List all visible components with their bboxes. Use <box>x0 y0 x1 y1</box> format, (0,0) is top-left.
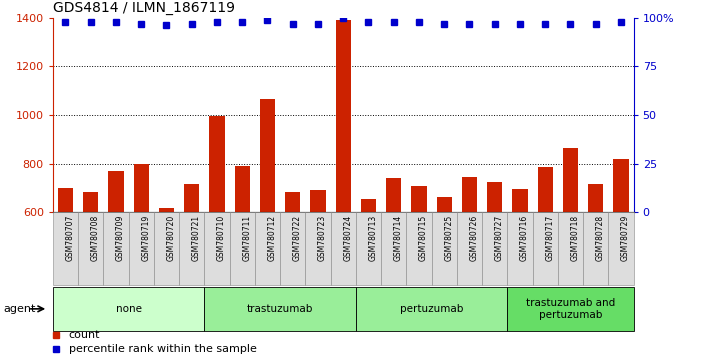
FancyBboxPatch shape <box>53 287 204 331</box>
Bar <box>462 177 477 212</box>
Text: GSM780709: GSM780709 <box>116 215 125 261</box>
FancyBboxPatch shape <box>356 287 508 331</box>
Text: GSM780723: GSM780723 <box>318 215 327 261</box>
Text: GSM780712: GSM780712 <box>268 215 277 261</box>
Text: GSM780728: GSM780728 <box>596 215 605 261</box>
Text: pertuzumab: pertuzumab <box>400 304 463 314</box>
FancyBboxPatch shape <box>406 212 432 285</box>
Text: GSM780724: GSM780724 <box>344 215 352 261</box>
Text: GSM780729: GSM780729 <box>621 215 630 261</box>
Bar <box>436 196 452 212</box>
FancyBboxPatch shape <box>558 212 583 285</box>
FancyBboxPatch shape <box>583 212 608 285</box>
FancyBboxPatch shape <box>153 212 179 285</box>
Text: GSM780721: GSM780721 <box>191 215 201 261</box>
Text: agent: agent <box>4 304 36 314</box>
Bar <box>234 166 250 212</box>
Text: GSM780719: GSM780719 <box>142 215 150 261</box>
Bar <box>538 167 553 212</box>
FancyBboxPatch shape <box>482 212 508 285</box>
Text: none: none <box>115 304 142 314</box>
Bar <box>563 148 578 212</box>
Text: GSM780710: GSM780710 <box>217 215 226 261</box>
Text: GSM780726: GSM780726 <box>470 215 479 261</box>
Bar <box>588 184 603 212</box>
Bar <box>386 178 401 212</box>
FancyBboxPatch shape <box>179 212 204 285</box>
Text: GSM780722: GSM780722 <box>293 215 302 261</box>
Text: GSM780718: GSM780718 <box>570 215 579 261</box>
FancyBboxPatch shape <box>53 212 78 285</box>
Text: GDS4814 / ILMN_1867119: GDS4814 / ILMN_1867119 <box>53 1 235 15</box>
Bar <box>336 20 351 212</box>
Text: GSM780716: GSM780716 <box>520 215 529 261</box>
Text: trastuzumab and
pertuzumab: trastuzumab and pertuzumab <box>526 298 615 320</box>
Bar <box>134 164 149 212</box>
Bar <box>411 185 427 212</box>
FancyBboxPatch shape <box>356 212 381 285</box>
FancyBboxPatch shape <box>457 212 482 285</box>
Text: count: count <box>68 330 100 341</box>
Bar <box>487 182 502 212</box>
Bar <box>209 116 225 212</box>
FancyBboxPatch shape <box>204 212 230 285</box>
Text: GSM780708: GSM780708 <box>91 215 100 261</box>
Bar <box>361 199 376 212</box>
Text: GSM780707: GSM780707 <box>65 215 75 261</box>
Text: GSM780720: GSM780720 <box>166 215 175 261</box>
FancyBboxPatch shape <box>306 212 331 285</box>
Text: GSM780715: GSM780715 <box>419 215 428 261</box>
Text: GSM780711: GSM780711 <box>242 215 251 261</box>
Text: trastuzumab: trastuzumab <box>247 304 313 314</box>
FancyBboxPatch shape <box>508 212 533 285</box>
Text: GSM780727: GSM780727 <box>495 215 504 261</box>
Bar <box>285 192 301 212</box>
FancyBboxPatch shape <box>129 212 153 285</box>
FancyBboxPatch shape <box>230 212 255 285</box>
Text: GSM780717: GSM780717 <box>545 215 554 261</box>
Bar <box>513 189 527 212</box>
Text: GSM780714: GSM780714 <box>394 215 403 261</box>
FancyBboxPatch shape <box>508 287 634 331</box>
Bar <box>58 188 73 212</box>
Bar <box>184 184 199 212</box>
FancyBboxPatch shape <box>533 212 558 285</box>
FancyBboxPatch shape <box>103 212 129 285</box>
FancyBboxPatch shape <box>608 212 634 285</box>
Bar <box>613 159 629 212</box>
FancyBboxPatch shape <box>78 212 103 285</box>
Text: GSM780713: GSM780713 <box>368 215 377 261</box>
Bar <box>159 207 174 212</box>
FancyBboxPatch shape <box>204 287 356 331</box>
Text: percentile rank within the sample: percentile rank within the sample <box>68 344 256 354</box>
Bar <box>260 99 275 212</box>
FancyBboxPatch shape <box>432 212 457 285</box>
Bar <box>108 171 123 212</box>
FancyBboxPatch shape <box>331 212 356 285</box>
Bar <box>310 190 325 212</box>
FancyBboxPatch shape <box>255 212 280 285</box>
Bar <box>83 192 99 212</box>
FancyBboxPatch shape <box>381 212 406 285</box>
Text: GSM780725: GSM780725 <box>444 215 453 261</box>
FancyBboxPatch shape <box>280 212 306 285</box>
